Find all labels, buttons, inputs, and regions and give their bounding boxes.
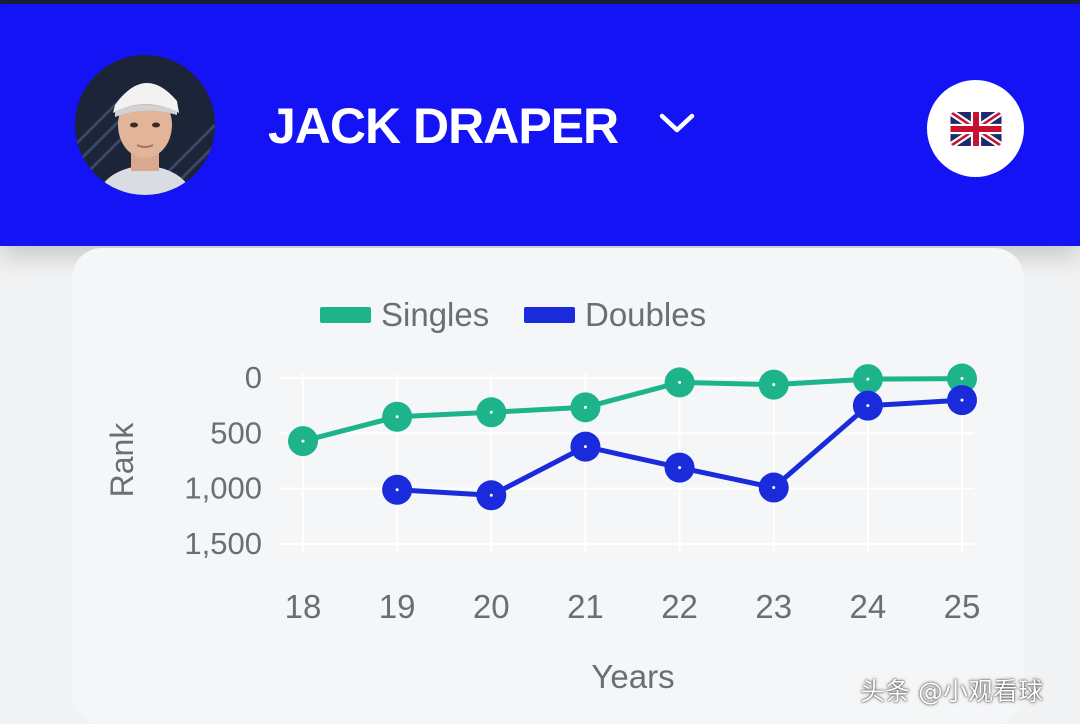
x-tick-label: 20 [473,588,510,625]
y-tick-label: 500 [210,415,262,450]
x-tick-label: 19 [379,588,416,625]
singles-point-center [583,405,587,409]
y-axis-title: Rank [104,422,140,498]
doubles-point-center [772,486,776,490]
y-tick-label: 0 [245,360,262,395]
y-tick-label: 1,500 [184,526,262,561]
singles-point-center [489,410,493,414]
singles-line [302,376,963,444]
singles-point-center [395,415,399,419]
singles-point-center [866,377,870,381]
chevron-down-icon[interactable] [656,108,698,138]
doubles-point-center [866,404,870,408]
player-photo-icon [75,55,215,195]
player-name[interactable]: JACK DRAPER [268,98,619,154]
doubles-point-center [960,398,964,402]
nationality-flag-button[interactable] [927,80,1024,177]
watermark: 头条 @小观看球 [860,677,1043,706]
y-tick-label: 1,000 [184,471,262,506]
ranking-line-chart: 0 500 1,000 1,500 18 19 20 21 22 23 24 25 Rank Years S… [104,296,981,695]
legend-label-doubles: Doubles [585,296,706,333]
x-tick-label: 25 [944,588,981,625]
singles-point-center [678,380,682,384]
x-tick-label: 21 [567,588,604,625]
singles-point-center [301,439,305,443]
player-header: JACK DRAPER [0,4,1080,246]
ranking-chart-card: 0 500 1,000 1,500 18 19 20 21 22 23 24 25 Rank Years S… [72,248,1024,724]
doubles-point-center [583,445,587,449]
doubles-point-center [678,466,682,470]
x-tick-label: 24 [849,588,886,625]
uk-flag-icon [950,111,1001,146]
legend-swatch-singles [320,307,371,323]
x-tick-label: 18 [285,588,322,625]
player-avatar[interactable] [75,55,215,195]
x-axis-title: Years [591,658,674,695]
legend-label-singles: Singles [381,296,489,333]
doubles-point-center [489,493,493,497]
legend-swatch-doubles [524,307,575,323]
x-tick-label: 22 [661,588,698,625]
doubles-point-center [395,488,399,492]
x-tick-label: 23 [755,588,792,625]
status-bar-strip [0,0,1080,4]
singles-point-center [960,377,964,381]
singles-point-center [772,383,776,387]
